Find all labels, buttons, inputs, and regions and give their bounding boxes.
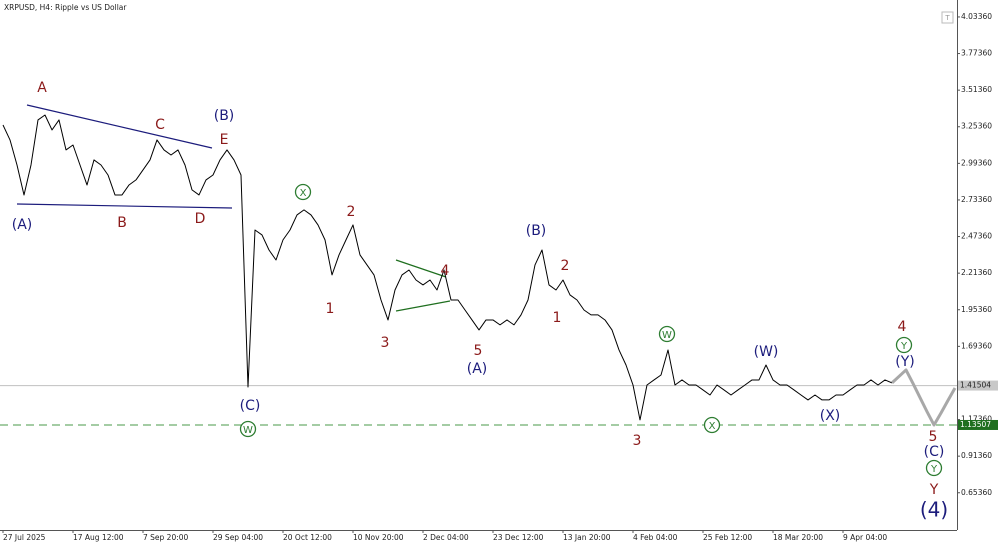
x-tick-label: 27 Jul 2025 — [3, 533, 46, 542]
price-line-series — [2, 114, 893, 421]
wave-circle — [703, 416, 721, 434]
wave-label: 3 — [381, 335, 390, 351]
wave-label: C — [155, 117, 165, 133]
wave-label: D — [195, 211, 206, 227]
trend-line — [26, 104, 213, 149]
wave-label: Y — [929, 482, 939, 498]
trend-line — [395, 259, 447, 278]
chart-button-icon[interactable]: T — [944, 14, 950, 22]
price-label-box — [958, 380, 998, 391]
y-tick-label: 2.47360 — [961, 232, 992, 241]
price-label: 1.41504 — [960, 381, 991, 390]
wave-label: 2 — [347, 204, 356, 220]
wave-label: W — [662, 330, 672, 341]
y-tick-label: 2.21360 — [961, 268, 992, 277]
trend-line — [16, 203, 233, 209]
x-tick-label: 23 Dec 12:00 — [493, 533, 544, 542]
wave-label: 4 — [898, 319, 907, 335]
y-tick-label: 3.77360 — [961, 49, 992, 58]
y-tick-label: 2.99360 — [961, 158, 992, 167]
price-line-series — [890, 368, 957, 427]
wave-label: Y — [930, 464, 938, 475]
y-tick-label: 3.51360 — [961, 85, 992, 94]
wave-circle — [239, 420, 257, 438]
wave-label: 5 — [474, 343, 483, 359]
wave-label: 5 — [929, 429, 938, 445]
wave-label: 1 — [326, 301, 335, 317]
wave-label: (B) — [526, 223, 547, 239]
wave-label: (X) — [820, 408, 841, 424]
wave-label: (C) — [924, 444, 945, 460]
wave-label: E — [220, 132, 229, 148]
wave-label: 1 — [553, 310, 562, 326]
wave-circle — [895, 336, 913, 354]
wave-label: (A) — [467, 361, 488, 377]
wave-label: Y — [900, 341, 908, 352]
wave-label: (4) — [920, 498, 948, 522]
wave-label: (C) — [240, 398, 261, 414]
wave-label: X — [300, 188, 307, 199]
price-label: 1.13507 — [960, 420, 991, 429]
y-tick-label: 3.25360 — [961, 122, 992, 131]
x-tick-label: 25 Feb 12:00 — [703, 533, 752, 542]
wave-circle — [294, 183, 312, 201]
y-tick-label: 2.73360 — [961, 195, 992, 204]
wave-label: 2 — [561, 258, 570, 274]
y-tick-label: 1.69360 — [961, 341, 992, 350]
y-tick-label: 4.03360 — [961, 12, 992, 21]
wave-label: 3 — [633, 433, 642, 449]
wave-label: (B) — [214, 108, 235, 124]
x-tick-label: 7 Sep 20:00 — [143, 533, 189, 542]
wave-label: (A) — [12, 217, 33, 233]
x-tick-label: 17 Aug 12:00 — [73, 533, 124, 542]
x-tick-label: 18 Mar 20:00 — [773, 533, 823, 542]
x-tick-label: 2 Dec 04:00 — [423, 533, 469, 542]
wave-label: B — [117, 215, 127, 231]
x-tick-label: 4 Feb 04:00 — [633, 533, 678, 542]
price-label-box — [958, 419, 998, 430]
x-tick-label: 13 Jan 20:00 — [563, 533, 611, 542]
y-tick-label: 0.65360 — [961, 488, 992, 497]
wave-label: X — [709, 421, 716, 432]
wave-circle — [658, 325, 676, 343]
chart-title: XRPUSD, H4: Ripple vs US Dollar — [4, 3, 127, 12]
y-tick-label: 1.95360 — [961, 305, 992, 314]
x-tick-label: 9 Apr 04:00 — [843, 533, 887, 542]
chart-button[interactable] — [941, 11, 954, 24]
wave-label: (W) — [754, 344, 779, 360]
x-tick-label: 10 Nov 20:00 — [353, 533, 404, 542]
wave-label: A — [37, 80, 47, 96]
y-tick-label: 1.17360 — [961, 415, 992, 424]
trend-line — [395, 300, 451, 312]
x-tick-label: 20 Oct 12:00 — [283, 533, 332, 542]
wave-label: 4 — [441, 263, 450, 279]
x-tick-label: 29 Sep 04:00 — [213, 533, 263, 542]
y-tick-label: 0.91360 — [961, 451, 992, 460]
wave-label: W — [243, 425, 253, 436]
wave-label: (Y) — [895, 354, 914, 370]
wave-circle — [925, 459, 943, 477]
